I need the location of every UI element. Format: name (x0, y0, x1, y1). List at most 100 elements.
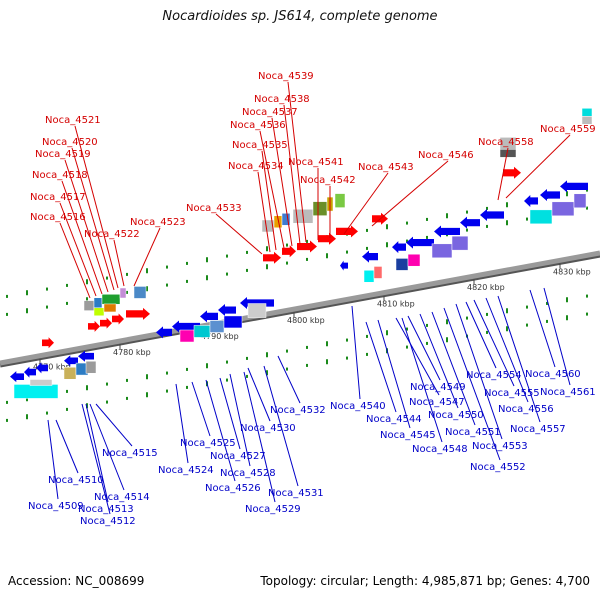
track-dot (406, 345, 408, 349)
track-dot (306, 363, 308, 367)
scale-label: 4830 kbp (553, 267, 591, 276)
track-dot (506, 308, 508, 314)
track-dot (86, 403, 88, 409)
gene-block (581, 116, 593, 125)
label-leader (59, 202, 97, 297)
gene-label-forward: Noca_4542 (300, 175, 356, 186)
label-leader (61, 180, 103, 295)
track-dot (326, 359, 328, 365)
gene-label-reverse: Noca_4528 (220, 468, 276, 479)
track-dot (206, 363, 208, 369)
label-leader (259, 130, 285, 249)
label-leader (283, 104, 301, 245)
gene-block (363, 270, 375, 283)
track-dot (186, 261, 188, 265)
gene-label-reverse: Noca_4552 (470, 462, 526, 473)
gene-label-reverse: Noca_4513 (78, 504, 134, 515)
label-leader (351, 305, 361, 400)
label-leader (497, 147, 509, 201)
track-dot (326, 253, 328, 259)
label-leader (89, 403, 125, 491)
track-dot (426, 217, 428, 221)
reverse-gene-arrow (362, 250, 378, 263)
track-dot (286, 261, 288, 265)
reverse-gene-arrow (340, 260, 348, 271)
gene-features (10, 108, 593, 399)
track-dot (186, 279, 188, 283)
track-dot (526, 323, 528, 327)
gene-block (223, 315, 243, 329)
gene-block (93, 307, 105, 317)
gene-label-forward: Noca_4523 (130, 217, 186, 228)
track-dot (386, 330, 388, 336)
label-leader (505, 134, 571, 199)
label-leader (263, 365, 299, 487)
label-leader (215, 213, 263, 255)
track-dot (66, 389, 68, 393)
gene-label-forward: Noca_4522 (84, 229, 140, 240)
gene-block (209, 320, 225, 333)
track-dot (546, 319, 548, 323)
gene-block (451, 235, 469, 251)
track-dot (426, 323, 428, 327)
gene-label-reverse: Noca_4512 (80, 516, 136, 527)
track-dot (266, 246, 268, 252)
gene-block (247, 303, 267, 318)
label-leader (55, 419, 79, 474)
track-dot (86, 297, 88, 303)
gene-label-reverse: Noca_4545 (380, 430, 436, 441)
label-leader (497, 295, 541, 423)
gene-block (29, 379, 53, 386)
track-dot (366, 246, 368, 250)
gene-block (119, 287, 127, 299)
gene-block (101, 294, 121, 305)
gene-block (373, 266, 383, 279)
label-leader (261, 150, 277, 251)
track-dot (226, 378, 228, 382)
track-dot (526, 305, 528, 309)
reverse-gene-arrow (172, 320, 200, 333)
gene-block (529, 209, 553, 225)
track-dot (226, 360, 228, 364)
scale-label: 4780 kbp (113, 348, 151, 357)
track-dot (266, 352, 268, 358)
gene-label-reverse: Noca_4547 (409, 397, 465, 408)
gene-label-forward: Noca_4517 (30, 192, 86, 203)
reverse-gene-arrow (218, 304, 236, 317)
track-dot (586, 312, 588, 316)
gene-label-reverse: Noca_4554 (466, 370, 522, 381)
reverse-gene-arrow (480, 209, 504, 222)
gene-label-forward: Noca_4534 (228, 161, 284, 172)
track-dot (486, 224, 488, 228)
label-leader (113, 239, 125, 287)
track-dot (506, 220, 508, 226)
gene-label-reverse: Noca_4548 (412, 444, 468, 455)
label-leader (395, 317, 440, 396)
track-dot (126, 290, 128, 294)
gene-label-reverse: Noca_4531 (268, 488, 324, 499)
label-leader (247, 367, 271, 422)
track-dot (46, 411, 48, 415)
track-dot (306, 239, 308, 243)
track-dot (426, 341, 428, 345)
gene-label-reverse: Noca_4540 (330, 401, 386, 412)
gene-label-reverse: Noca_4527 (210, 451, 266, 462)
forward-gene-arrow (100, 317, 112, 329)
track-dot (406, 327, 408, 331)
forward-gene-arrow (336, 225, 358, 238)
track-dot (146, 286, 148, 292)
gene-block (193, 325, 211, 338)
label-leader (419, 313, 459, 409)
label-leader (431, 311, 476, 426)
track-dot (6, 312, 8, 316)
track-dot (266, 264, 268, 270)
track-dot (486, 330, 488, 334)
track-dot (26, 396, 28, 402)
gene-block (83, 300, 95, 311)
forward-gene-arrow (297, 240, 317, 253)
gene-label-forward: Noca_4533 (186, 203, 242, 214)
forward-gene-arrow (88, 320, 100, 332)
track-dot (126, 272, 128, 276)
track-dot (266, 370, 268, 376)
track-dot (6, 294, 8, 298)
